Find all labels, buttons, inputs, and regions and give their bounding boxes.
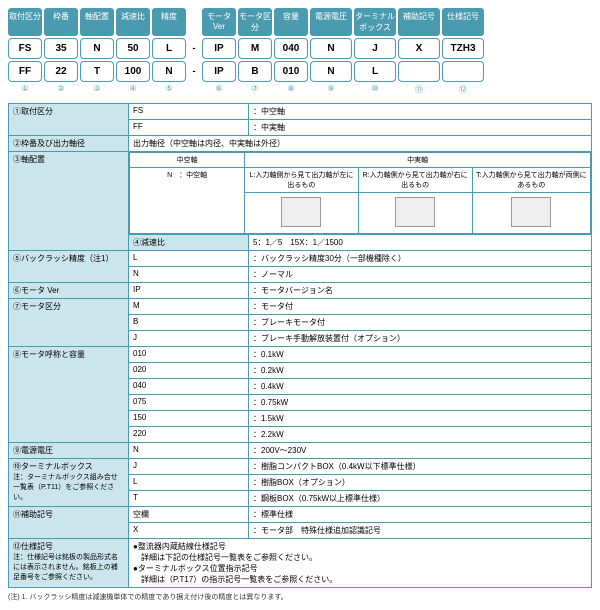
h: モータVer — [202, 8, 236, 36]
h: 補助記号 — [398, 8, 440, 36]
h: 軸配置 — [80, 8, 114, 36]
h: 枠番 — [44, 8, 78, 36]
diagram-r-icon — [395, 197, 435, 227]
spec-table: ①取付区分 FS：中空軸 FF：中実軸 ②枠番及び出力軸径 出力軸径（中空軸は内… — [8, 103, 592, 588]
code-row-2: FF 22 T 100 N - IP B 010 N L — [8, 61, 592, 82]
h: 容量 — [274, 8, 308, 36]
diagram-l-icon — [281, 197, 321, 227]
h: 電源電圧 — [310, 8, 352, 36]
footnote: (注) 1. バックラッシ精度は減速機単体での精度であり据え付け後の精度とは異な… — [8, 592, 592, 602]
code-row-1: FS 35 N 50 L - IP M 040 N J X TZH3 — [8, 38, 592, 59]
axis-sub-table: 中空軸 中実軸 N ：中空軸 L:入力軸側から見て出力軸が左に出るもの R:入力… — [129, 152, 591, 234]
number-row: ① ② ③ ④ ⑤ ⑥ ⑦ ⑧ ⑨ ⑩ ⑪ ⑫ — [8, 84, 592, 95]
h: 取付区分 — [8, 8, 42, 36]
code-header-row: 取付区分 枠番 軸配置 減速比 精度 モータVer モータ区分 容量 電源電圧 … — [8, 8, 592, 36]
diagram-t-icon — [511, 197, 551, 227]
h: 減速比 — [116, 8, 150, 36]
h: ターミナルボックス — [354, 8, 396, 36]
h: モータ区分 — [238, 8, 272, 36]
h: 精度 — [152, 8, 186, 36]
h: 仕様記号 — [442, 8, 484, 36]
